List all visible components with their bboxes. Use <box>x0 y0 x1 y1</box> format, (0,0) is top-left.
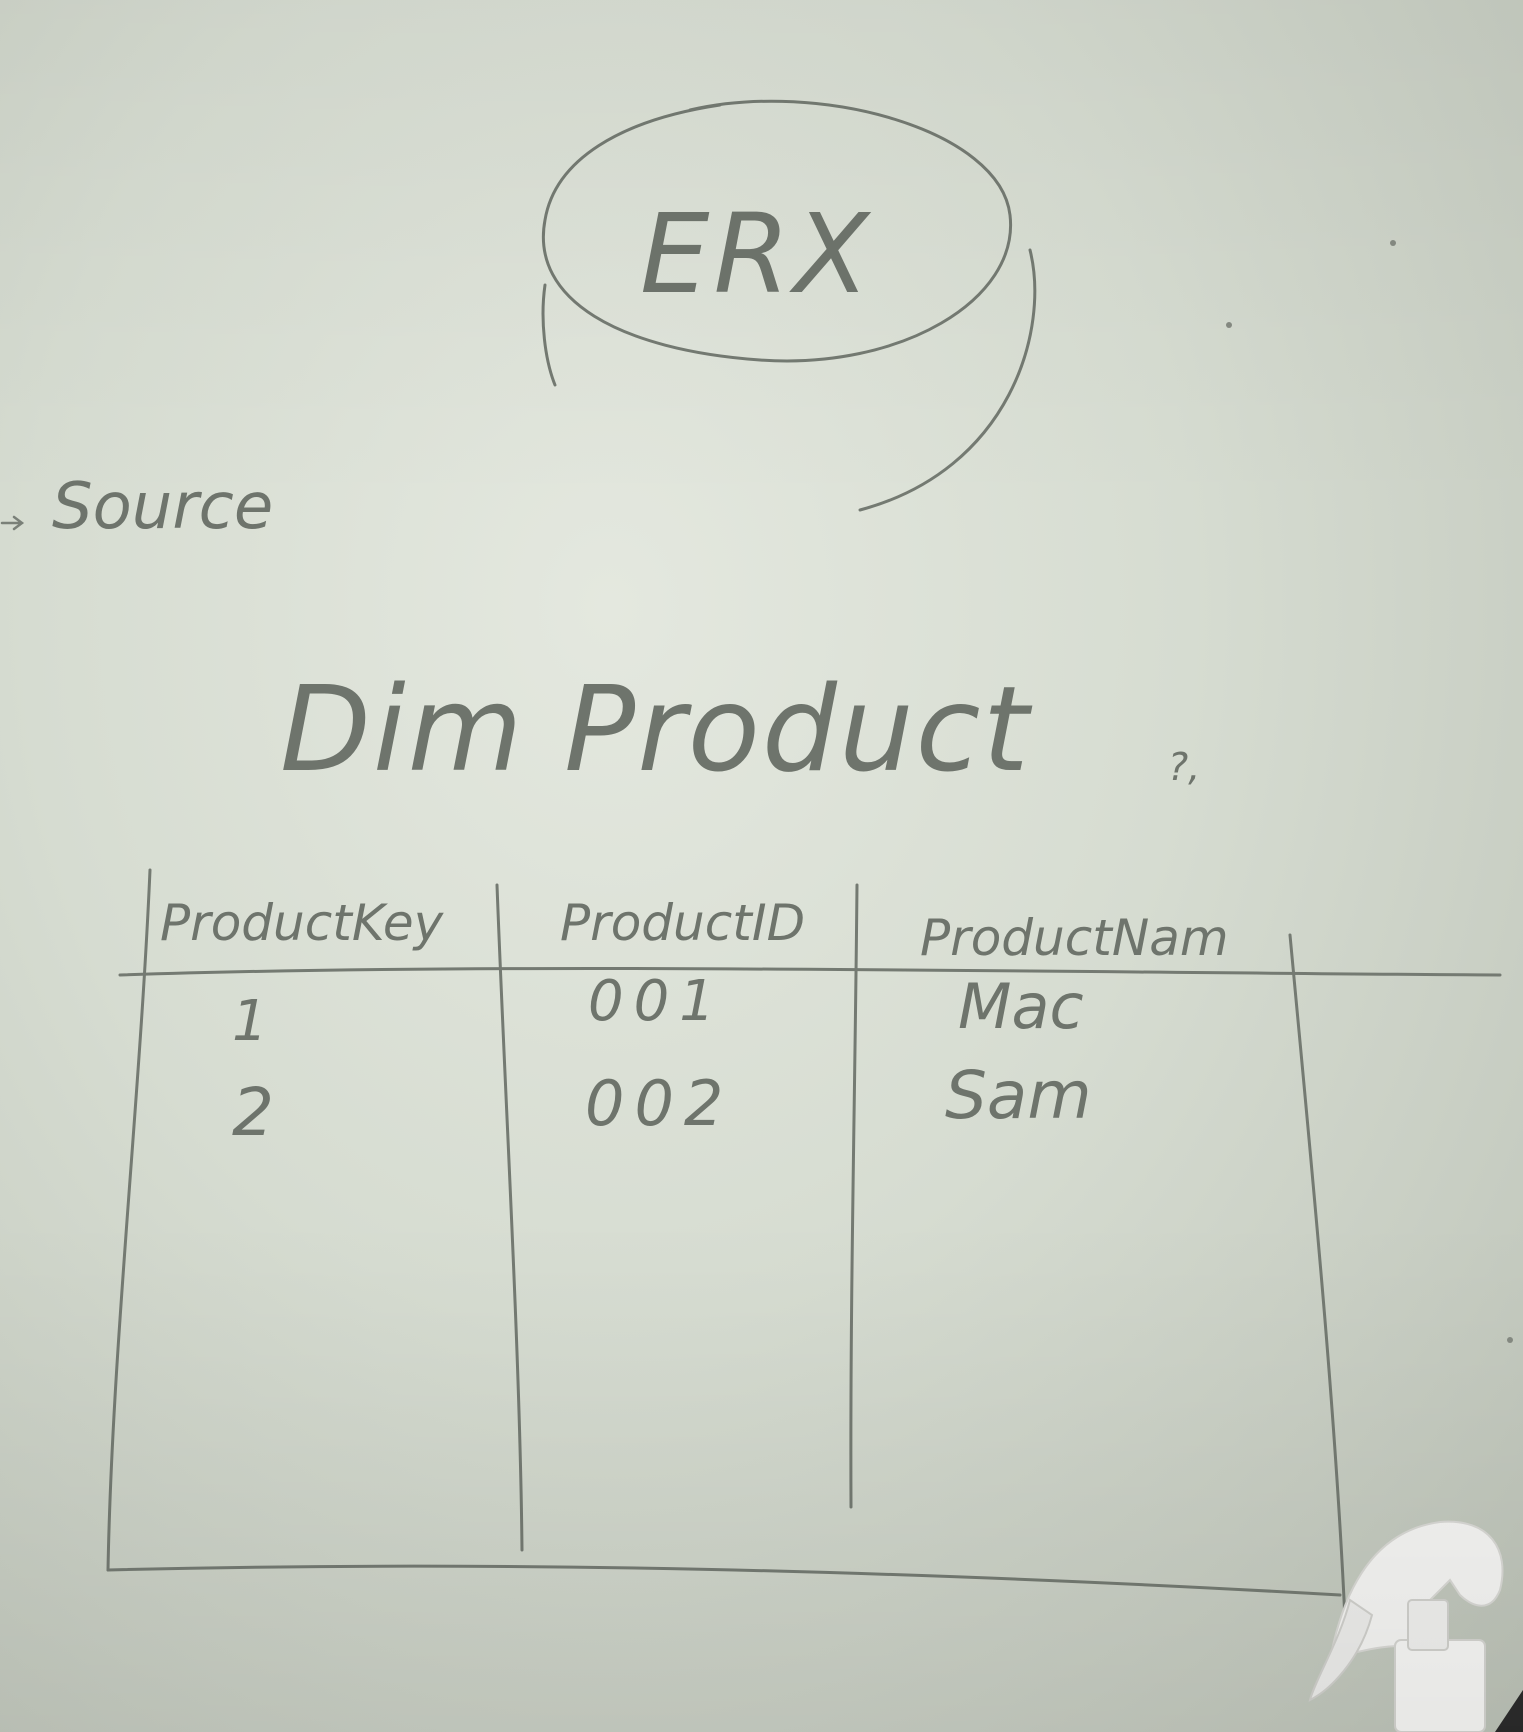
source-label: Source <box>52 470 273 544</box>
erx-bubble: ERX <box>541 99 1037 512</box>
source-arrow: Source <box>0 470 273 544</box>
spray-bottle-icon <box>1308 1520 1523 1732</box>
whiteboard-dot <box>1226 322 1232 328</box>
table-bottom-line <box>106 1564 1342 1597</box>
erx-bubble-arc <box>858 248 1037 512</box>
cell-product-name: Sam <box>945 1057 1092 1134</box>
cell-product-key: 2 <box>232 1074 274 1151</box>
table-right-line <box>1288 933 1347 1622</box>
erx-bubble-tail <box>541 283 557 387</box>
table-header-line <box>118 966 1502 977</box>
table-divider-2 <box>849 883 859 1509</box>
erx-bubble-label: ERX <box>640 190 873 318</box>
table-header: ProductKey ProductID ProductNam <box>160 894 1229 967</box>
erx-bubble-outline <box>541 99 1013 363</box>
cell-product-id: 001 <box>588 969 725 1034</box>
column-header-product-name: ProductNam <box>920 909 1229 967</box>
spray-bottle-ring <box>1407 1599 1449 1651</box>
table-grid <box>106 868 1502 1622</box>
table-title: Dim Product <box>280 660 1033 798</box>
margin-mark: ?, <box>1168 745 1200 789</box>
table-row: 2 002 Sam <box>232 1057 1092 1151</box>
spray-bottle-neck <box>1394 1639 1486 1732</box>
cell-product-name: Mac <box>958 970 1084 1043</box>
column-header-product-key: ProductKey <box>160 894 445 952</box>
table-divider-1 <box>495 883 524 1552</box>
cell-product-id: 002 <box>585 1067 733 1140</box>
whiteboard-dot <box>1507 1337 1513 1343</box>
table-row: 1 001 Mac <box>232 969 1084 1054</box>
column-header-product-id: ProductID <box>560 894 805 952</box>
table-left-line <box>106 868 152 1572</box>
spray-bottle-trigger <box>1308 1598 1374 1702</box>
source-arrow-icon <box>0 515 25 531</box>
dark-corner <box>1495 1690 1523 1732</box>
cell-product-key: 1 <box>232 989 268 1054</box>
whiteboard-dot <box>1390 240 1396 246</box>
